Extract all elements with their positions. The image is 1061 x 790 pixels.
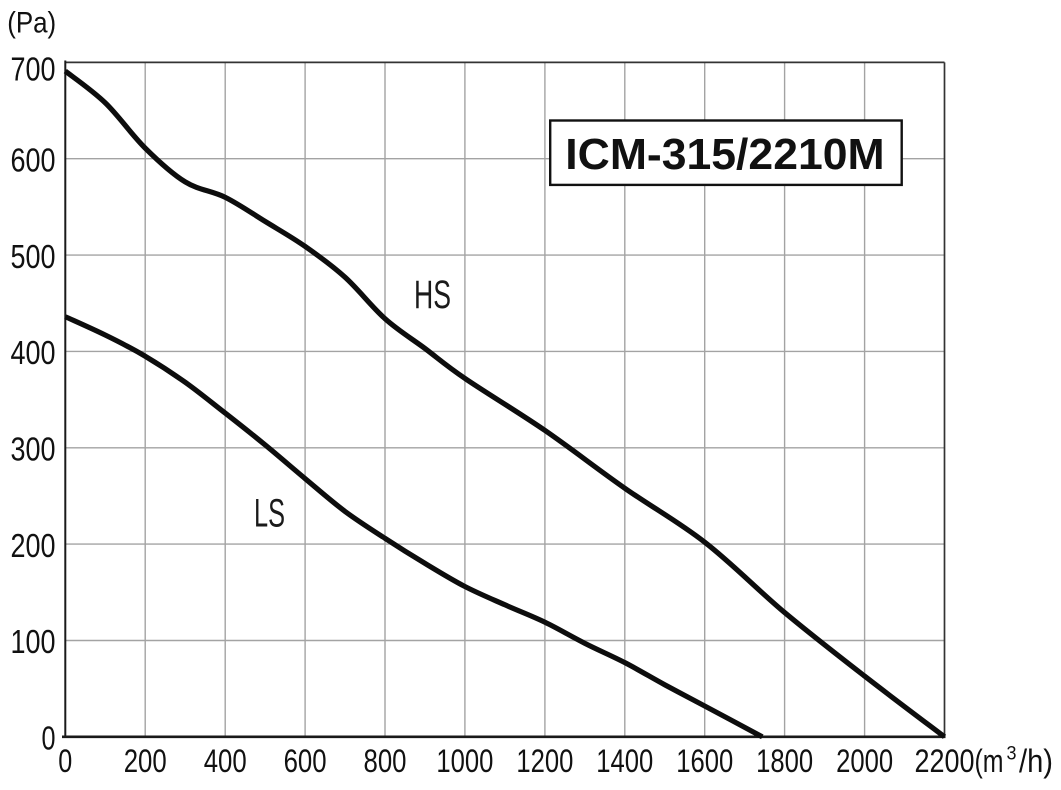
svg-text:100: 100 (11, 623, 56, 660)
svg-text:0: 0 (58, 743, 72, 779)
svg-text:/h): /h) (1019, 743, 1053, 779)
svg-text:500: 500 (11, 238, 56, 275)
svg-text:700: 700 (11, 51, 56, 88)
svg-text:3: 3 (1007, 744, 1017, 765)
svg-text:600: 600 (284, 743, 327, 779)
svg-text:2000: 2000 (836, 743, 893, 779)
svg-text:ICM-315/2210M: ICM-315/2210M (565, 130, 884, 179)
svg-text:1400: 1400 (596, 743, 653, 779)
svg-text:HS: HS (414, 273, 451, 317)
svg-text:600: 600 (11, 142, 56, 179)
svg-text:LS: LS (254, 492, 285, 536)
svg-text:(Pa): (Pa) (7, 6, 56, 39)
svg-text:0: 0 (42, 720, 56, 757)
svg-text:(m: (m (975, 743, 1004, 779)
svg-text:200: 200 (11, 527, 56, 564)
svg-text:400: 400 (11, 334, 56, 371)
svg-text:300: 300 (11, 431, 56, 468)
svg-text:1600: 1600 (676, 743, 733, 779)
svg-text:1800: 1800 (756, 743, 813, 779)
svg-text:2200: 2200 (915, 743, 975, 779)
svg-text:1200: 1200 (516, 743, 573, 779)
svg-text:800: 800 (364, 743, 407, 779)
svg-text:1000: 1000 (436, 743, 493, 779)
svg-text:400: 400 (204, 743, 247, 779)
svg-text:200: 200 (124, 743, 167, 779)
